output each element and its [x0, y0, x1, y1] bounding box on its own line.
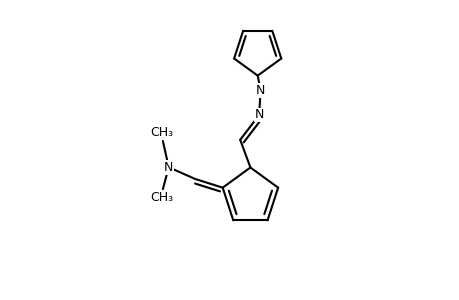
Text: CH₃: CH₃ [150, 191, 173, 204]
Text: N: N [255, 84, 265, 97]
Text: N: N [164, 161, 173, 174]
Text: N: N [254, 109, 263, 122]
Text: CH₃: CH₃ [150, 126, 173, 139]
